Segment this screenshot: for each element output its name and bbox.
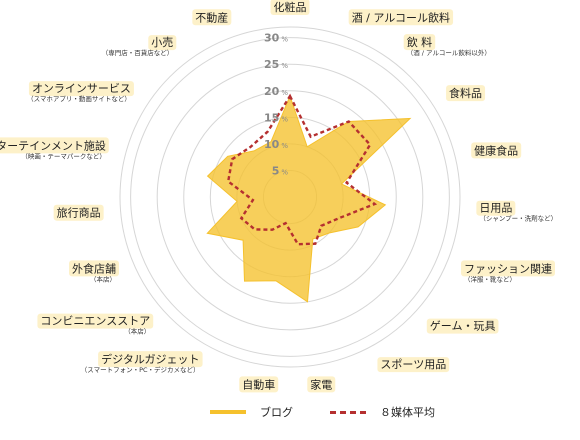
category-label: 化粧品	[270, 0, 310, 15]
category-label-bg	[37, 313, 154, 329]
category-label-bg	[69, 260, 120, 277]
tick-label: 30%	[264, 32, 288, 45]
category-label-text: デジタルガジェット	[101, 352, 199, 366]
category-label-text: 外食店舗	[72, 261, 116, 275]
category-label: オンラインサービス（スマホアプリ・動画サイトなど）	[27, 81, 134, 103]
category-label-subtext: （専門店・百貨店など）	[102, 48, 174, 57]
category-label-bg	[446, 85, 486, 102]
category-label-subtext: （シャンプー・洗剤など）	[479, 214, 557, 223]
category-label-text: ゲーム・玩具	[430, 320, 496, 333]
category-label-bg	[377, 357, 450, 373]
tick-label: 5%	[272, 164, 289, 177]
grid-circle	[183, 90, 397, 304]
category-label-text: 家電	[310, 377, 332, 391]
category-label-text: 小売	[151, 36, 173, 49]
category-label-bg	[53, 204, 104, 221]
category-label-bg	[28, 81, 134, 97]
category-label-subtext: （スマホアプリ・動画サイトなど）	[27, 94, 131, 103]
category-label-bg	[471, 142, 522, 159]
category-label: エンターテインメント施設（映画・テーマパークなど）	[0, 137, 109, 160]
legend-item-blog: ブログ	[210, 404, 293, 420]
category-label-bg	[426, 318, 499, 334]
category-label: 食料品	[446, 85, 486, 102]
tick-label: 15%	[264, 111, 288, 124]
series-area-blog	[206, 94, 412, 303]
category-label: 日用品（シャンプー・洗剤など）	[476, 200, 557, 223]
category-label-text: 酒 / アルコール飲料	[352, 10, 450, 24]
category-label: 飲 料（酒 / アルコール飲料以外）	[403, 34, 491, 57]
category-label-text: 自動車	[242, 377, 275, 391]
category-label-bg	[192, 9, 232, 26]
category-label-text: 不動産	[195, 10, 228, 24]
category-label-text: 飲 料	[407, 35, 433, 49]
legend-item-average: ８媒体平均	[330, 404, 435, 420]
category-label: 酒 / アルコール飲料	[348, 9, 454, 26]
category-label: 外食店舗（本店）	[69, 260, 120, 283]
series-line-average	[226, 93, 378, 246]
category-label-text: オンラインサービス	[32, 82, 131, 95]
category-label-bg	[98, 351, 203, 368]
category-label-text: 健康食品	[474, 143, 518, 157]
category-label-subtext: （本店）	[124, 327, 150, 336]
category-label: 旅行商品	[53, 204, 104, 221]
category-label-text: エンターテインメント施設	[0, 138, 106, 152]
category-label-text: 化粧品	[274, 0, 307, 14]
category-label-bg	[476, 200, 516, 216]
category-label-subtext: （スマートフォン・PC・デジカメなど）	[81, 365, 200, 374]
category-label-bg	[460, 260, 555, 277]
category-label-subtext: （洋服・靴など）	[464, 274, 516, 283]
legend-swatch-blog	[210, 410, 246, 414]
tick-label: 20%	[264, 85, 288, 98]
category-label-subtext: （映画・テーマパークなど）	[21, 151, 106, 160]
category-label: デジタルガジェット（スマートフォン・PC・デジカメなど）	[81, 351, 203, 374]
category-label-bg	[148, 35, 177, 51]
legend-label-blog: ブログ	[260, 406, 293, 419]
category-label-subtext: （酒 / アルコール飲料以外）	[407, 48, 491, 57]
category-label: 健康食品	[471, 142, 522, 159]
legend: ブログ ８媒体平均	[0, 404, 580, 424]
category-label-bg	[403, 34, 436, 51]
category-label: 不動産	[192, 9, 232, 26]
grid-circle	[119, 26, 461, 368]
category-label-bg	[0, 137, 109, 154]
category-label-bg	[270, 0, 310, 15]
category-label-bg	[348, 9, 454, 26]
category-label: ファッション関連（洋服・靴など）	[460, 260, 555, 283]
category-label-text: 日用品	[479, 202, 512, 215]
category-label: 自動車	[239, 376, 279, 393]
category-label-bg	[307, 376, 336, 393]
grid-circle	[130, 37, 450, 357]
category-label-text: スポーツ用品	[380, 358, 446, 371]
radar-series-layer	[206, 93, 412, 303]
category-label-text: 食料品	[449, 86, 482, 100]
legend-swatch-average	[330, 410, 366, 414]
category-label-subtext: （本店）	[90, 274, 116, 283]
category-label: 小売（専門店・百貨店など）	[102, 35, 177, 57]
category-label-text: 旅行商品	[57, 206, 101, 220]
tick-label: 25%	[264, 58, 288, 71]
tick-label: 10%	[264, 138, 288, 151]
category-label: ゲーム・玩具	[426, 318, 499, 334]
legend-label-average: ８媒体平均	[380, 406, 435, 419]
category-label-text: ファッション関連	[464, 261, 552, 275]
category-label-bg	[239, 376, 279, 393]
category-label-text: コンビニエンスストア	[40, 315, 150, 328]
category-label: コンビニエンスストア（本店）	[37, 313, 154, 336]
grid-circle	[156, 63, 424, 331]
category-label: スポーツ用品	[377, 357, 450, 373]
category-label: 家電	[307, 376, 336, 393]
radial-tick-labels: 5 % 10 % 15 % 20 % 25 % 30%	[264, 32, 288, 178]
